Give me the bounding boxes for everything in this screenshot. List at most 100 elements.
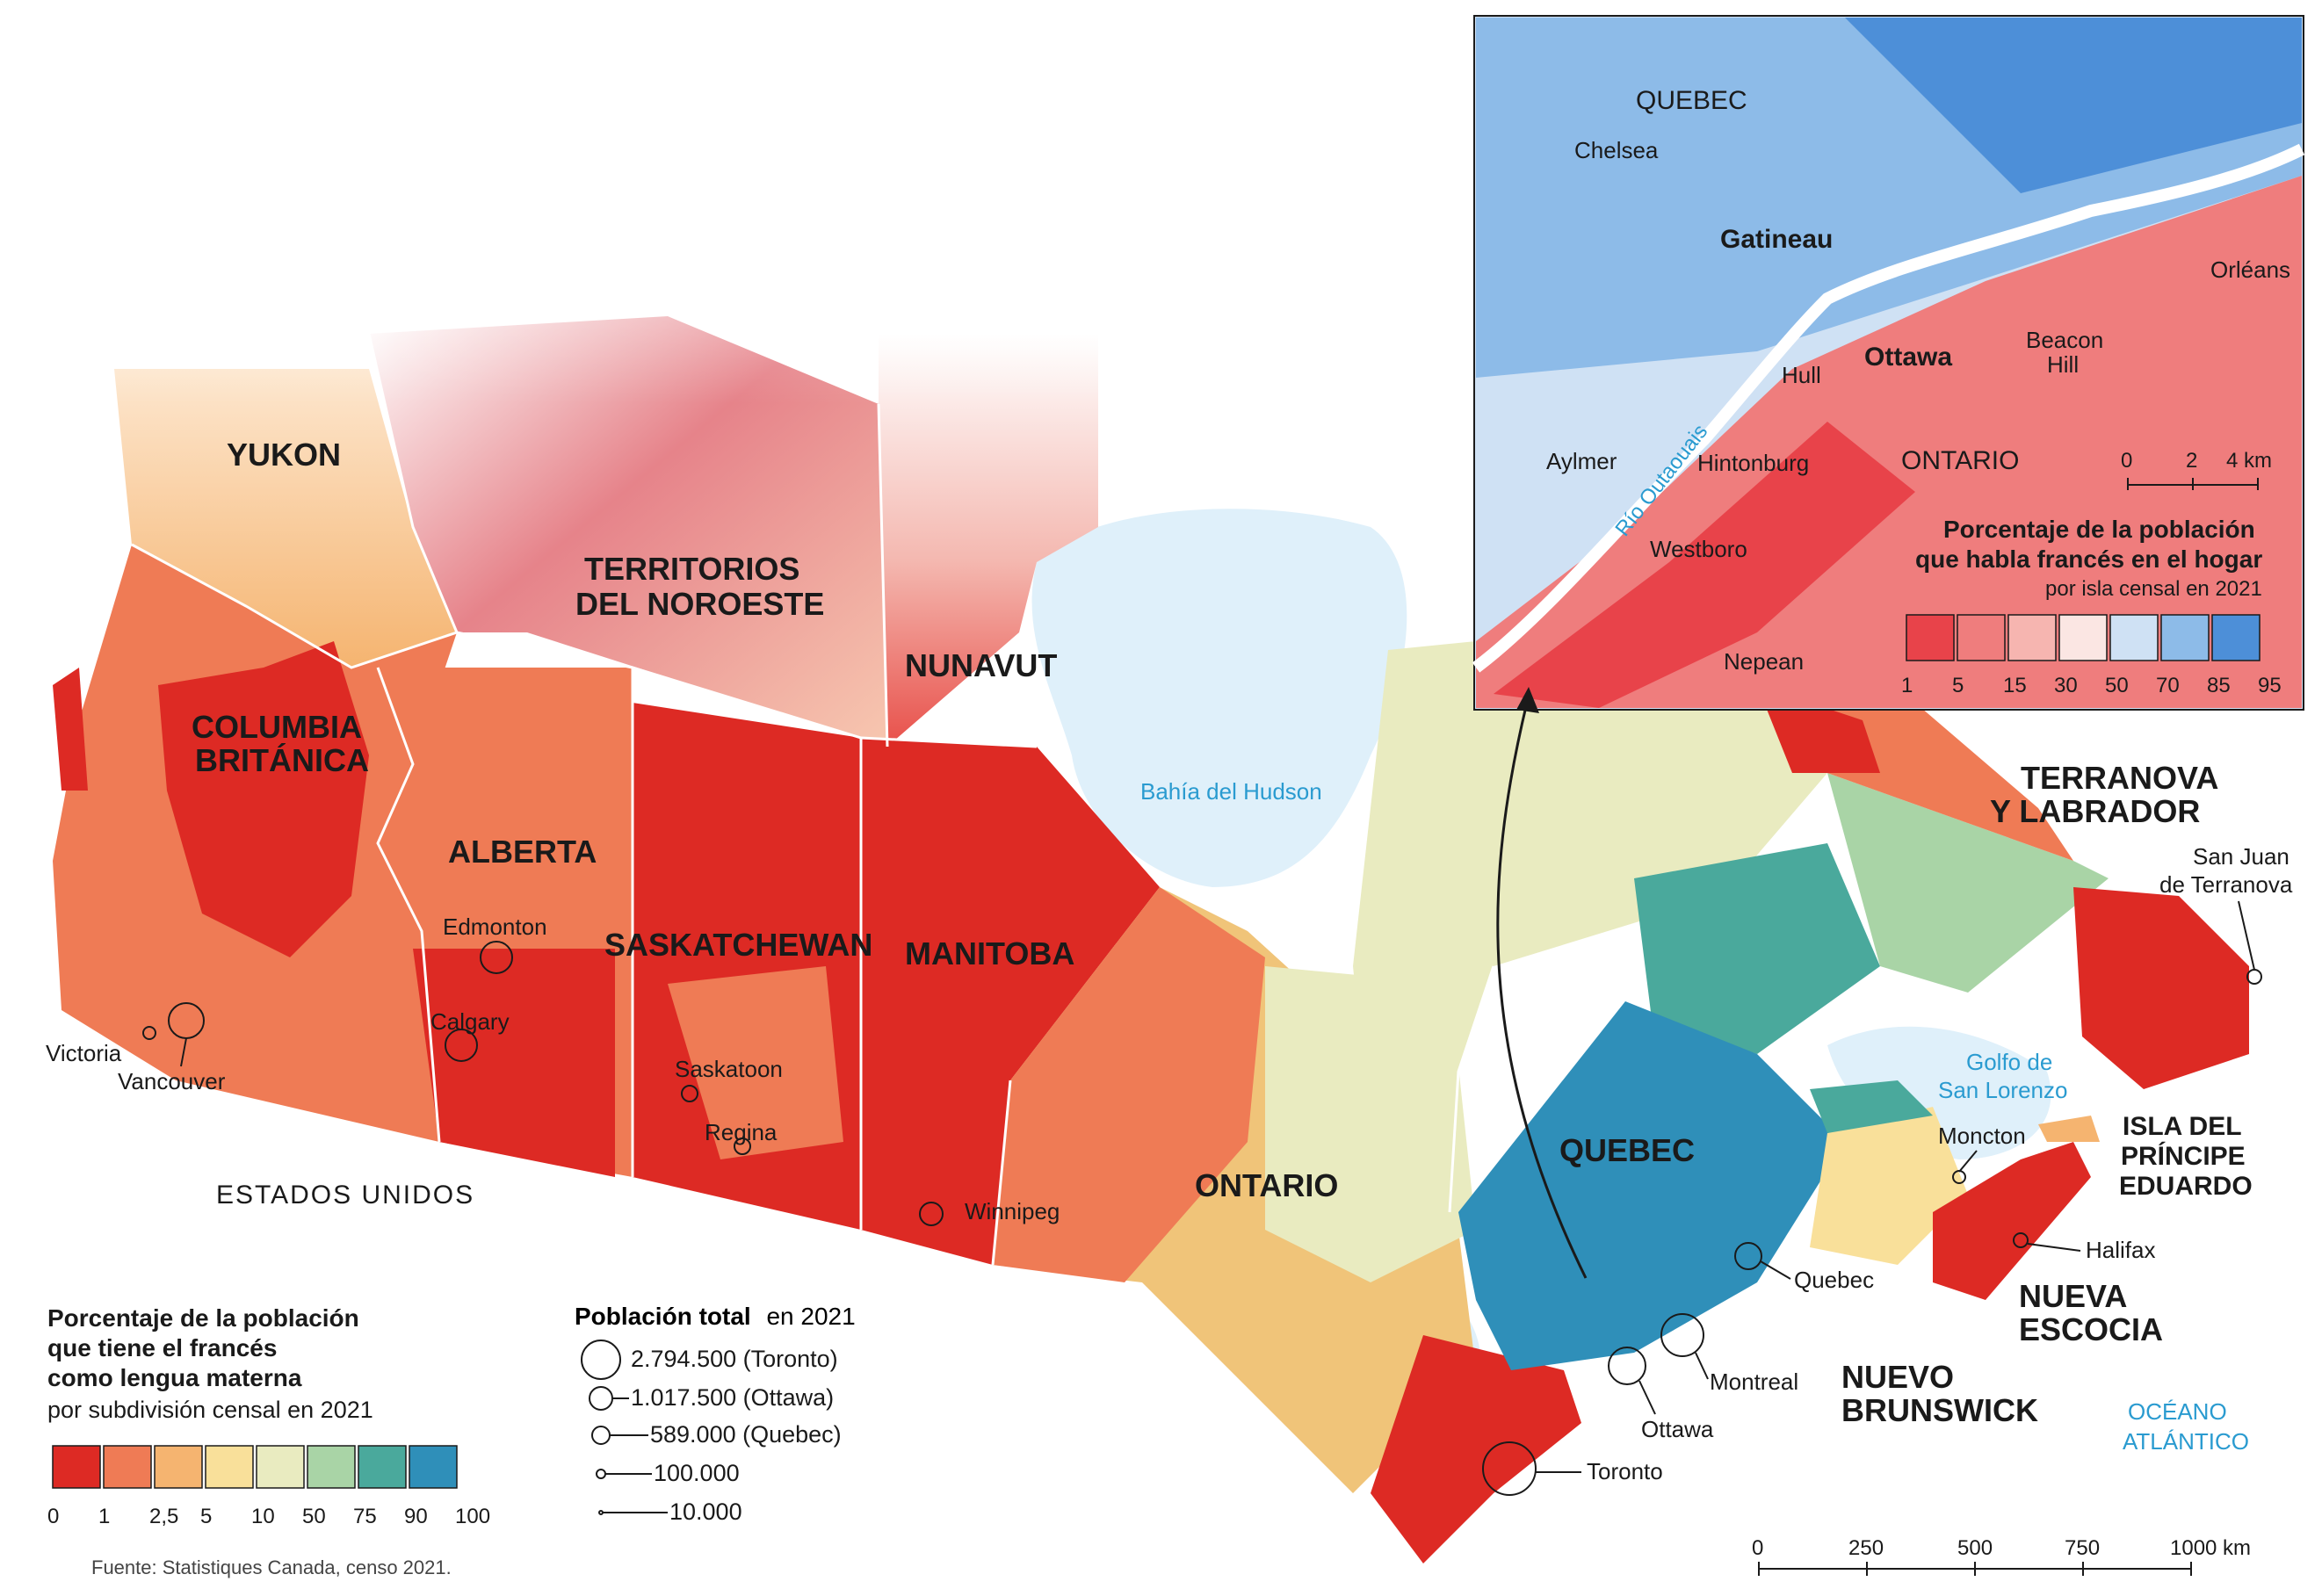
inset-arrow [1496, 702, 1588, 1279]
inset-legend-tick-label: 85 [2207, 674, 2231, 697]
bc-islands [53, 668, 88, 791]
label-ontario: ONTARIO [1195, 1167, 1338, 1203]
label-hudson: Bahía del Hudson [1140, 778, 1322, 805]
legend-population: Población total en 2021 2.794.500 (Toron… [575, 1303, 856, 1525]
label-montreal: Montreal [1710, 1369, 1798, 1395]
quebec-east-green [1827, 773, 2109, 993]
legend-french-tick-label: 10 [251, 1505, 275, 1528]
circle-regina [734, 1137, 751, 1155]
legend-french-tick-label: 100 [455, 1505, 490, 1528]
label-pei-1: ISLA DEL [2123, 1112, 2242, 1141]
inset-legend-swatch [2109, 614, 2159, 661]
label-saskatchewan: SASKATCHEWAN [604, 927, 872, 963]
legend-french-swatch [256, 1445, 305, 1489]
pop-circle-100k [596, 1469, 606, 1479]
label-golfo-2: San Lorenzo [1938, 1077, 2067, 1103]
circle-calgary [445, 1029, 478, 1062]
inset-label-ontario: ONTARIO [1901, 446, 2019, 475]
inset-legend-swatches [1906, 614, 2261, 661]
inset-legend-title-2: que habla francés en el hogar [1915, 545, 2262, 573]
inset-legend-subtitle: por isla censal en 2021 [2045, 577, 2262, 601]
label-quebec-city: Quebec [1794, 1267, 1874, 1293]
leader-montreal [1695, 1352, 1709, 1380]
pop-label-quebec: 589.000 (Quebec) [650, 1421, 842, 1448]
scale-label-0: 0 [1752, 1536, 1763, 1560]
inset-label-beacon-2: Hill [2047, 351, 2079, 378]
yukon-region [114, 369, 457, 668]
pop-label-100k: 100.000 [654, 1460, 740, 1486]
sask-south-orange [668, 966, 843, 1159]
legend-french-swatch [154, 1445, 203, 1489]
legend-french-title-3: como lengua materna [47, 1364, 302, 1391]
legend-french-swatch [52, 1445, 101, 1489]
legend-french-tick-label: 0 [47, 1505, 59, 1528]
label-nb-1: NUEVO [1841, 1359, 1954, 1395]
nwt-region [369, 316, 887, 747]
legend-french-tick-label: 90 [404, 1505, 428, 1528]
inset-legend-title-1: Porcentaje de la población [1943, 516, 2255, 543]
label-manitoba: MANITOBA [905, 935, 1074, 971]
leader-ottawa [1638, 1380, 1656, 1415]
legend-french: Porcentaje de la población que tiene el … [47, 1304, 490, 1528]
inset-scale-label-2: 2 [2186, 449, 2197, 473]
legend-pop-title: Población total en 2021 [575, 1303, 856, 1330]
scale-label-250: 250 [1848, 1536, 1884, 1560]
inset-legend-tick-label: 70 [2156, 674, 2180, 697]
legend-french-tick-label: 2,5 [149, 1505, 178, 1528]
label-usa: ESTADOS UNIDOS [216, 1181, 474, 1210]
pei-region [2038, 1116, 2100, 1142]
leader-moncton [1958, 1150, 1978, 1173]
inset-label-hull: Hull [1782, 362, 1821, 388]
inset-label-quebec: QUEBEC [1636, 86, 1747, 115]
inset-legend-ticks: 1 5 15 30 50 70 85 95 [1901, 674, 2282, 697]
inset-legend-swatch [1957, 614, 2006, 661]
inset-scale-label-4: 4 km [2226, 449, 2272, 473]
mb-on-border [991, 1080, 1012, 1266]
pop-circle-ottawa [589, 1386, 613, 1411]
legend-french-swatch [409, 1445, 458, 1489]
circle-victoria [142, 1026, 156, 1040]
population-circles [142, 941, 2262, 1496]
scale-label-500: 500 [1957, 1536, 1993, 1560]
on-qc-border [1448, 965, 1495, 1213]
water-labels: Bahía del Hudson Golfo de San Lorenzo OC… [216, 778, 2249, 1455]
circle-toronto [1482, 1441, 1537, 1496]
inset-label-aylmer: Aylmer [1546, 448, 1617, 474]
circle-stjohns [2246, 969, 2262, 985]
label-victoria: Victoria [46, 1040, 122, 1066]
label-ns-2: ESCOCIA [2019, 1311, 2163, 1347]
label-oceano-2: ATLÁNTICO [2123, 1428, 2249, 1455]
label-pei-2: PRÍNCIPE [2121, 1141, 2246, 1171]
legend-french-title-2: que tiene el francés [47, 1334, 277, 1361]
label-saskatoon: Saskatoon [675, 1056, 783, 1082]
pop-circle-10k [598, 1510, 604, 1515]
alberta-south-red [413, 949, 615, 1177]
source-note: Fuente: Statistiques Canada, censo 2021. [91, 1556, 452, 1578]
province-labels: YUKON TERRITORIOS DEL NOROESTE NUNAVUT C… [192, 437, 2253, 1428]
city-labels: Victoria Vancouver Edmonton Calgary Sask… [46, 843, 2293, 1484]
inset-scale-label-0: 0 [2121, 449, 2132, 473]
legend-french-tick-label: 75 [353, 1505, 377, 1528]
leader-quebec [1760, 1260, 1791, 1280]
newfoundland-region [2073, 887, 2249, 1089]
inset-legend-tick-label: 5 [1952, 674, 1964, 697]
quebec-north [1353, 615, 1827, 1212]
inset-legend-swatch [2007, 614, 2057, 661]
pop-circle-quebec [591, 1426, 611, 1445]
inset-label-beacon-1: Beacon [2026, 327, 2103, 353]
new-brunswick-north [1810, 1080, 1933, 1133]
legend-french-title-1: Porcentaje de la población [47, 1304, 359, 1332]
inset-label-ottawa: Ottawa [1864, 343, 1952, 372]
label-stjohns-1: San Juan [2193, 843, 2289, 870]
label-yukon: YUKON [227, 437, 341, 473]
inset-label-hintonburg: Hintonburg [1697, 450, 1809, 476]
legend-pop-title-rest: en 2021 [766, 1303, 855, 1330]
inset-legend-swatch [1906, 614, 1955, 661]
inset-legend-tick-label: 15 [2003, 674, 2027, 697]
circle-winnipeg [919, 1202, 944, 1226]
borders [131, 333, 1495, 1266]
circle-edmonton [480, 941, 513, 974]
label-winnipeg: Winnipeg [965, 1198, 1060, 1224]
quebec-teal [1634, 843, 1880, 1054]
